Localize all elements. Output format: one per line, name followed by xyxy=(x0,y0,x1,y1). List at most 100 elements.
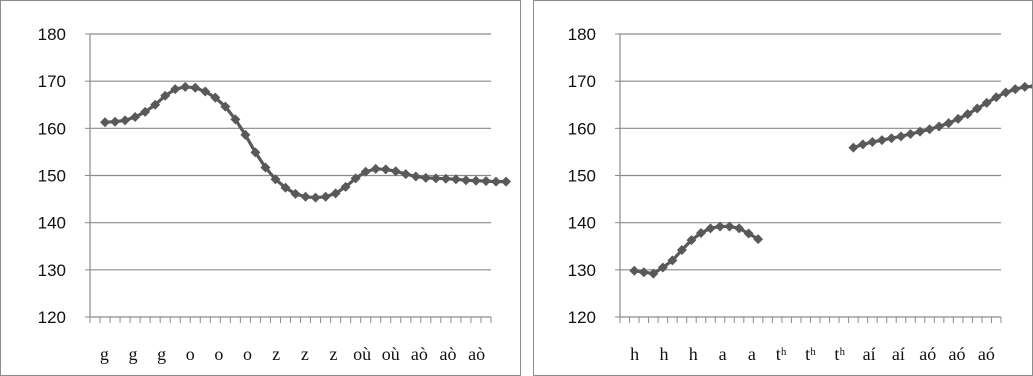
data-point xyxy=(1010,84,1021,95)
data-point xyxy=(981,97,992,108)
data-point xyxy=(350,173,361,184)
data-point xyxy=(180,81,191,92)
x-tick-label: aó xyxy=(978,344,995,364)
data-point xyxy=(657,262,668,273)
data-point xyxy=(676,245,687,256)
data-point xyxy=(962,109,973,120)
x-tick-label: tʰ xyxy=(834,344,845,364)
x-tick-label: o xyxy=(243,344,252,364)
chart-panel-left: 120 130 140 150 160 170 180 g g g o o o z z z où où aò aò aò xyxy=(0,0,521,376)
data-point xyxy=(230,114,241,125)
data-point xyxy=(715,221,726,232)
x-tick-label: tʰ xyxy=(776,344,787,364)
x-tick-label: g xyxy=(128,344,137,364)
y-tick-label: 130 xyxy=(568,261,596,280)
x-tick-label: aó xyxy=(949,344,966,364)
data-point xyxy=(120,115,131,126)
data-point xyxy=(501,176,512,187)
data-point xyxy=(915,126,926,137)
data-point xyxy=(140,106,151,117)
y-tick-label: 140 xyxy=(568,214,596,233)
x-tick-label: aò xyxy=(440,344,457,364)
x-tick-label: aí xyxy=(892,344,905,364)
x-tick-label: g xyxy=(100,344,109,364)
data-point xyxy=(743,228,754,239)
y-tick-label: 120 xyxy=(38,308,66,327)
x-tick-label: g xyxy=(157,344,166,364)
data-point xyxy=(190,82,201,93)
y-tick-label: 130 xyxy=(38,261,66,280)
data-point xyxy=(390,166,401,177)
data-point xyxy=(686,235,697,246)
x-tick-label: aò xyxy=(411,344,428,364)
data-point xyxy=(934,121,945,132)
data-point xyxy=(130,112,141,123)
x-tick-label: tʰ xyxy=(805,344,816,364)
data-point xyxy=(210,92,221,103)
data-point xyxy=(905,128,916,139)
data-point xyxy=(460,175,471,186)
y-tick-label: 170 xyxy=(38,72,66,91)
data-point xyxy=(1029,83,1032,90)
data-point xyxy=(100,117,111,128)
data-point xyxy=(280,182,291,193)
y-tick-label: 170 xyxy=(568,72,596,91)
x-tick-label: aó xyxy=(919,344,936,364)
x-tick-label: a xyxy=(748,344,756,364)
data-point xyxy=(876,135,887,146)
x-tick-label: h xyxy=(659,344,668,364)
x-tick-label: z xyxy=(301,344,309,364)
data-point xyxy=(250,147,261,158)
data-point xyxy=(110,116,121,127)
x-tick-label: a xyxy=(719,344,727,364)
x-tick-label: o xyxy=(214,344,223,364)
y-tick-label: 180 xyxy=(568,25,596,44)
data-point xyxy=(1000,87,1011,98)
data-point xyxy=(924,124,935,135)
data-point xyxy=(310,192,321,203)
y-tick-label: 140 xyxy=(38,214,66,233)
y-tick-label: 120 xyxy=(568,308,596,327)
data-point xyxy=(330,188,341,199)
data-point xyxy=(440,173,451,184)
data-point xyxy=(430,173,441,184)
data-point xyxy=(667,255,678,266)
data-point xyxy=(290,188,301,199)
x-tick-label: z xyxy=(272,344,280,364)
x-tick-label: h xyxy=(689,344,698,364)
y-tick-label: 180 xyxy=(38,25,66,44)
data-point xyxy=(886,133,897,144)
data-point xyxy=(400,169,411,180)
data-point xyxy=(705,223,716,234)
data-point xyxy=(734,223,745,234)
data-point xyxy=(972,103,983,114)
data-point xyxy=(1019,81,1030,92)
data-point xyxy=(360,166,371,177)
data-point xyxy=(724,221,735,232)
data-point xyxy=(953,113,964,124)
x-tick-label: z xyxy=(329,344,337,364)
data-point xyxy=(410,171,421,182)
data-point xyxy=(695,228,706,239)
data-point xyxy=(370,163,381,174)
data-point xyxy=(629,265,640,276)
data-point xyxy=(638,267,649,278)
data-point xyxy=(450,174,461,185)
series-line xyxy=(634,224,759,276)
data-point xyxy=(270,174,281,185)
x-tick-label: où xyxy=(353,344,371,364)
data-point xyxy=(648,268,659,279)
data-point xyxy=(320,191,331,202)
data-point xyxy=(857,139,868,150)
data-point xyxy=(470,175,481,186)
x-tick-label: o xyxy=(186,344,195,364)
x-tick-label: aí xyxy=(863,344,876,364)
data-point xyxy=(150,99,161,110)
x-tick-label: où xyxy=(382,344,400,364)
data-point xyxy=(491,176,502,187)
data-point xyxy=(380,164,391,175)
y-tick-label: 150 xyxy=(38,167,66,186)
data-point xyxy=(160,90,171,101)
data-point xyxy=(753,234,764,245)
